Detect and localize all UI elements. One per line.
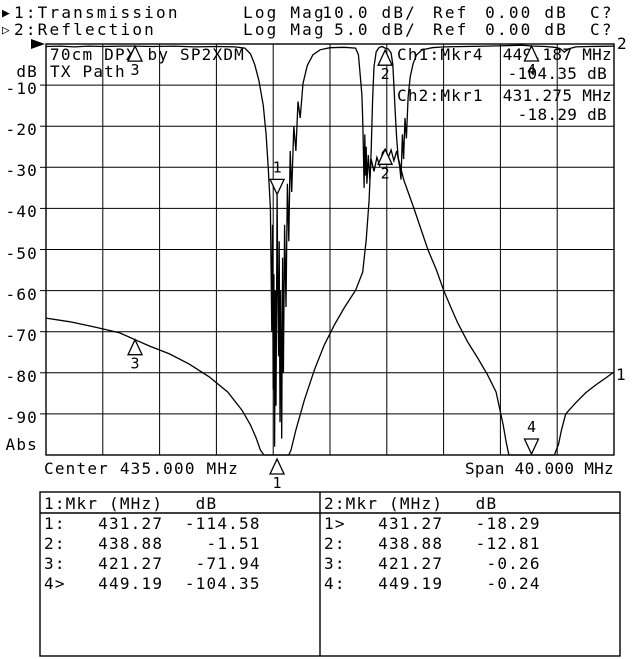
ch2-cal-status: C? — [590, 20, 614, 39]
ch2-scale[interactable]: 5.0 dB/ — [334, 20, 417, 39]
y-tick-label: -30 — [5, 161, 38, 180]
readout-ch1-db: -104.35 dB — [507, 64, 607, 83]
readout-ch1-freq: 449.187 MHz — [502, 45, 612, 64]
marker-ch2-4-label: 4 — [527, 61, 536, 79]
ch1-scale[interactable]: 10.0 dB/ — [322, 3, 417, 22]
y-axis-bottom-label: Abs — [5, 435, 38, 454]
trace-label-ch2: 2 — [617, 34, 627, 53]
marker-ch1-2-label: 2 — [381, 65, 390, 83]
ch1-ref-value[interactable]: 0.00 dB — [485, 3, 568, 22]
table1-row: 1: 431.27 -114.58 — [44, 514, 261, 533]
marker-ch2-3-label: 3 — [131, 61, 140, 79]
marker-ch2-2-label: 2 — [381, 164, 390, 182]
marker-ch2-3-icon[interactable] — [127, 44, 144, 62]
ch1-trace-arrow-icon: ▶ — [2, 6, 10, 21]
marker-tables-border — [39, 491, 621, 657]
table1-row: 4> 449.19 -104.35 — [44, 574, 261, 593]
trace-label-ch1: 1 — [616, 365, 626, 384]
y-tick-label: -20 — [5, 120, 38, 139]
table2-row: 2: 438.88 -12.81 — [324, 534, 541, 553]
readout-ch2-name: Ch2:Mkr1 — [397, 86, 484, 105]
y-tick-label: -70 — [5, 326, 38, 345]
table2-header: 2:Mkr (MHz) dB — [324, 494, 498, 513]
ch1-ref-label: Ref — [433, 3, 469, 22]
table2-row: 3: 421.27 -0.26 — [324, 554, 541, 573]
y-tick-label: -90 — [5, 408, 38, 427]
ch2-title[interactable]: 2:Reflection — [14, 20, 156, 39]
marker-ch1-1-icon[interactable] — [269, 457, 286, 475]
readout-ch1-name: Ch1:Mkr4 — [397, 45, 484, 64]
marker-ch1-1-label: 1 — [273, 474, 282, 492]
table2-row: 4: 449.19 -0.24 — [324, 574, 541, 593]
y-tick-label: -80 — [5, 367, 38, 386]
marker-ch1-4-icon[interactable] — [523, 438, 540, 456]
table1-row: 3: 421.27 -71.94 — [44, 554, 261, 573]
marker-ch2-2-icon[interactable] — [377, 147, 394, 165]
ch1-title[interactable]: 1:Transmission — [14, 3, 180, 22]
marker-ch2-1-label: 1 — [273, 158, 282, 176]
plot-annotation-line1: 70cm DPX by SP2XDM — [50, 45, 245, 64]
ch1-cal-status: C? — [590, 3, 614, 22]
y-tick-label: -10 — [5, 79, 38, 98]
y-axis-unit-label: dB — [16, 62, 38, 81]
trace-ch2 — [45, 44, 615, 447]
marker-ch1-4-label: 4 — [527, 418, 536, 436]
marker-ch2-1-icon[interactable] — [269, 178, 286, 196]
table2-row: 1> 431.27 -18.29 — [324, 514, 541, 533]
plot-annotation-line2: TX Path — [50, 62, 126, 81]
ch2-ref-value[interactable]: 0.00 dB — [485, 20, 568, 39]
marker-ch1-2-icon[interactable] — [377, 48, 394, 66]
y-tick-label: -50 — [5, 244, 38, 263]
span-label[interactable]: Span 40.000 MHz — [465, 459, 614, 478]
trace-ch1 — [45, 45, 615, 456]
table1-row: 2: 438.88 -1.51 — [44, 534, 261, 553]
ch2-format[interactable]: Log Mag — [243, 20, 326, 39]
y-tick-label: -60 — [5, 285, 38, 304]
marker-ch2-4-icon[interactable] — [523, 44, 540, 62]
ch2-trace-arrow-icon: ▷ — [2, 23, 10, 38]
ch1-format[interactable]: Log Mag — [243, 3, 326, 22]
ref-level-arrow-icon — [31, 39, 45, 49]
readout-ch2-db: -18.29 dB — [517, 105, 607, 124]
plot-border — [45, 43, 615, 456]
marker-ch1-3-label: 3 — [131, 355, 140, 373]
center-frequency-label[interactable]: Center 435.000 MHz — [44, 459, 239, 478]
table1-header: 1:Mkr (MHz) dB — [44, 494, 218, 513]
readout-ch2-freq: 431.275 MHz — [502, 86, 612, 105]
ch2-ref-label: Ref — [433, 20, 469, 39]
marker-ch1-3-icon[interactable] — [127, 338, 144, 356]
y-tick-label: -40 — [5, 202, 38, 221]
